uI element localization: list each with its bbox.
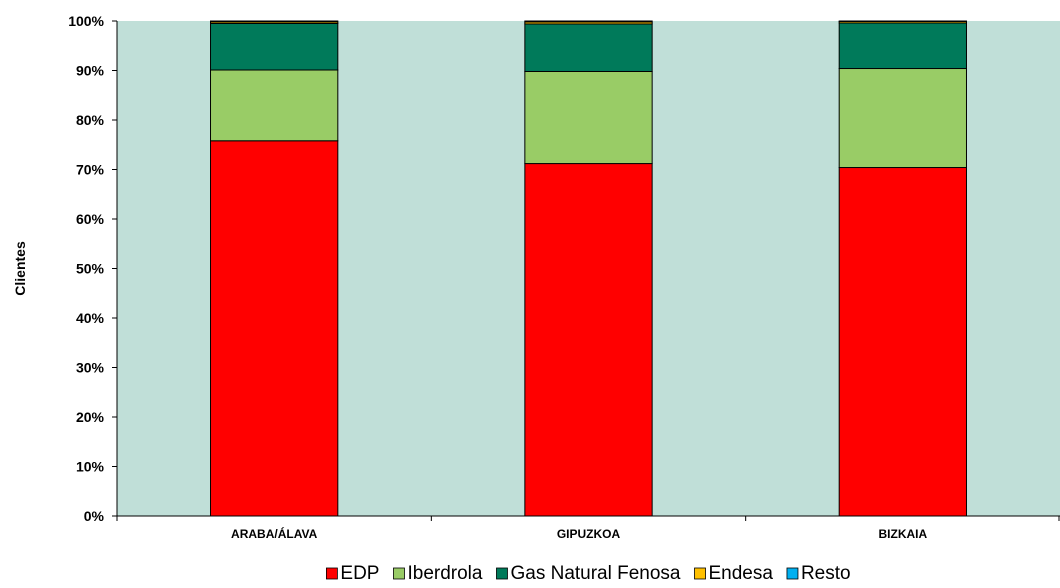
bar-segment-gas-natural-fenosa-2 xyxy=(524,23,653,72)
bars-layer xyxy=(210,20,967,517)
y-axis-title: Clientes xyxy=(12,241,28,296)
legend-item-gas-natural-fenosa: Gas Natural Fenosa xyxy=(496,563,681,584)
x-axis: ARABA/ÁLAVA GIPUZKOA BIZKAIA xyxy=(116,515,1060,541)
legend-item-iberdrola: Iberdrola xyxy=(393,563,483,584)
bar-segment-iberdrola-3 xyxy=(838,68,967,169)
legend-swatch xyxy=(393,567,405,580)
y-axis: 0% 10% 20% 30% 40% 50% 60% 70% 80% 90% 100% xyxy=(68,13,118,524)
y-tick-label: 20% xyxy=(76,409,105,425)
legend-label: Endesa xyxy=(709,563,774,584)
y-tick-label: 30% xyxy=(76,360,105,376)
bar-segment-resto-2 xyxy=(524,20,653,23)
legend-swatch xyxy=(496,567,508,580)
bar-segment-gas-natural-fenosa-1 xyxy=(210,22,339,71)
legend-item-resto: Resto xyxy=(786,563,851,584)
y-tick-label: 10% xyxy=(76,459,105,475)
y-tick-label: 80% xyxy=(76,112,105,128)
legend-label: Resto xyxy=(801,563,851,584)
bar-segment-resto-1 xyxy=(210,20,339,23)
x-tick-label: GIPUZKOA xyxy=(557,527,621,541)
legend-swatch xyxy=(694,567,706,580)
legend-swatch xyxy=(786,567,799,580)
legend-item-edp: EDP xyxy=(325,563,379,584)
bar-segment-edp-1 xyxy=(210,140,339,517)
legend-label: Iberdrola xyxy=(407,563,482,584)
bar-segment-iberdrola-2 xyxy=(524,70,653,165)
y-tick-label: 50% xyxy=(76,261,105,277)
x-tick-label: BIZKAIA xyxy=(878,527,927,541)
bar-segment-gas-natural-fenosa-3 xyxy=(838,22,967,70)
bar-segment-iberdrola-1 xyxy=(210,69,339,142)
y-tick-label: 90% xyxy=(76,63,105,79)
legend-item-endesa: Endesa xyxy=(694,563,774,584)
x-tick-label: ARABA/ÁLAVA xyxy=(231,526,318,541)
y-tick-label: 0% xyxy=(84,508,105,524)
legend-label: EDP xyxy=(340,563,379,584)
y-tick-label: 100% xyxy=(68,13,104,29)
legend: EDP Iberdrola Gas Natural Fenosa Endesa Rest… xyxy=(325,563,851,584)
y-tick-label: 60% xyxy=(76,211,105,227)
bar-segment-edp-3 xyxy=(838,167,967,517)
y-tick-label: 70% xyxy=(76,162,105,178)
bar-segment-edp-2 xyxy=(524,163,653,517)
y-tick-label: 40% xyxy=(76,310,105,326)
legend-label: Gas Natural Fenosa xyxy=(510,563,680,584)
legend-swatch xyxy=(325,567,338,580)
